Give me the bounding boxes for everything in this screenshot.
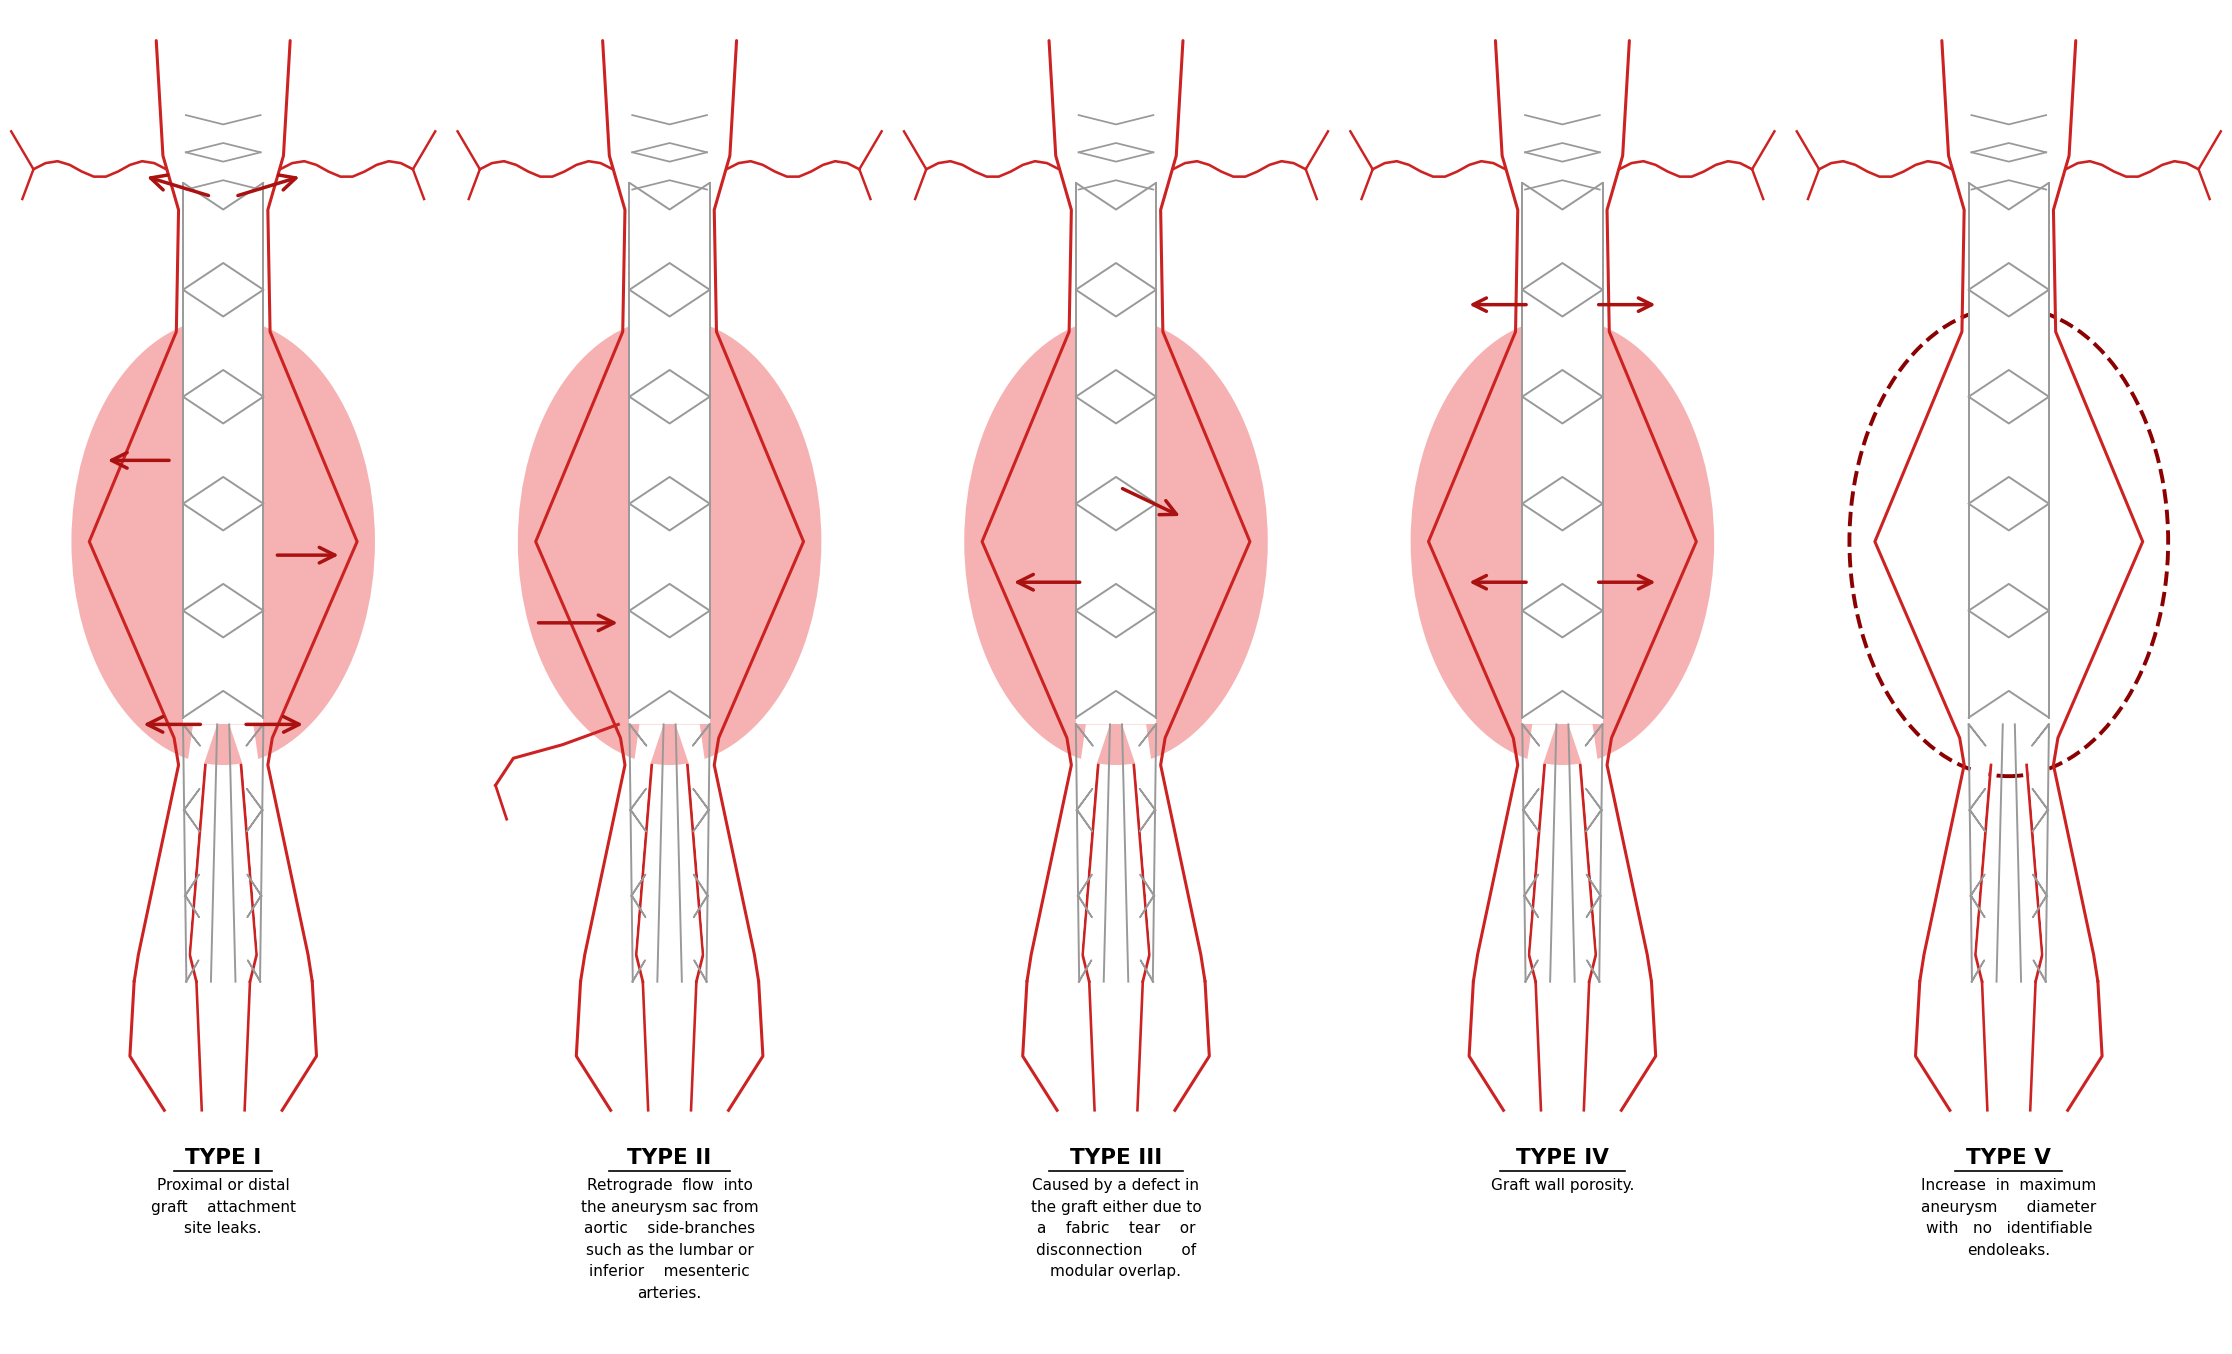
Text: Caused by a defect in
the graft either due to
a    fabric    tear    or
disconne: Caused by a defect in the graft either d… [1031, 1178, 1201, 1280]
Polygon shape [167, 724, 217, 982]
Polygon shape [1060, 724, 1109, 982]
Polygon shape [629, 190, 710, 724]
Text: TYPE V: TYPE V [1966, 1148, 2051, 1169]
Polygon shape [614, 724, 663, 982]
Polygon shape [1569, 724, 1618, 982]
Ellipse shape [518, 318, 821, 765]
Polygon shape [1078, 115, 1154, 190]
Polygon shape [1123, 724, 1172, 982]
Text: Graft wall porosity.: Graft wall porosity. [1491, 1178, 1634, 1193]
Text: TYPE IV: TYPE IV [1516, 1148, 1609, 1169]
Ellipse shape [964, 318, 1268, 765]
Polygon shape [632, 115, 708, 190]
Ellipse shape [1411, 318, 1714, 765]
Text: Increase  in  maximum
aneurysm      diameter
with   no   identifiable
endoleaks.: Increase in maximum aneurysm diameter wi… [1922, 1178, 2096, 1258]
Polygon shape [183, 190, 263, 724]
Polygon shape [1076, 190, 1156, 724]
Ellipse shape [71, 318, 375, 765]
Polygon shape [230, 724, 279, 982]
Polygon shape [1522, 190, 1603, 724]
Text: TYPE II: TYPE II [627, 1148, 712, 1169]
Text: Retrograde  flow  into
the aneurysm sac from
aortic    side-branches
such as the: Retrograde flow into the aneurysm sac fr… [580, 1178, 759, 1301]
Polygon shape [1524, 115, 1600, 190]
Text: TYPE I: TYPE I [185, 1148, 261, 1169]
Polygon shape [2015, 724, 2065, 982]
Polygon shape [1971, 115, 2047, 190]
Polygon shape [1969, 190, 2049, 724]
Polygon shape [1507, 724, 1556, 982]
Polygon shape [676, 724, 725, 982]
Polygon shape [185, 115, 261, 190]
Text: Proximal or distal
graft    attachment
site leaks.: Proximal or distal graft attachment site… [152, 1178, 295, 1236]
Polygon shape [1953, 724, 2002, 982]
Text: TYPE III: TYPE III [1069, 1148, 1163, 1169]
